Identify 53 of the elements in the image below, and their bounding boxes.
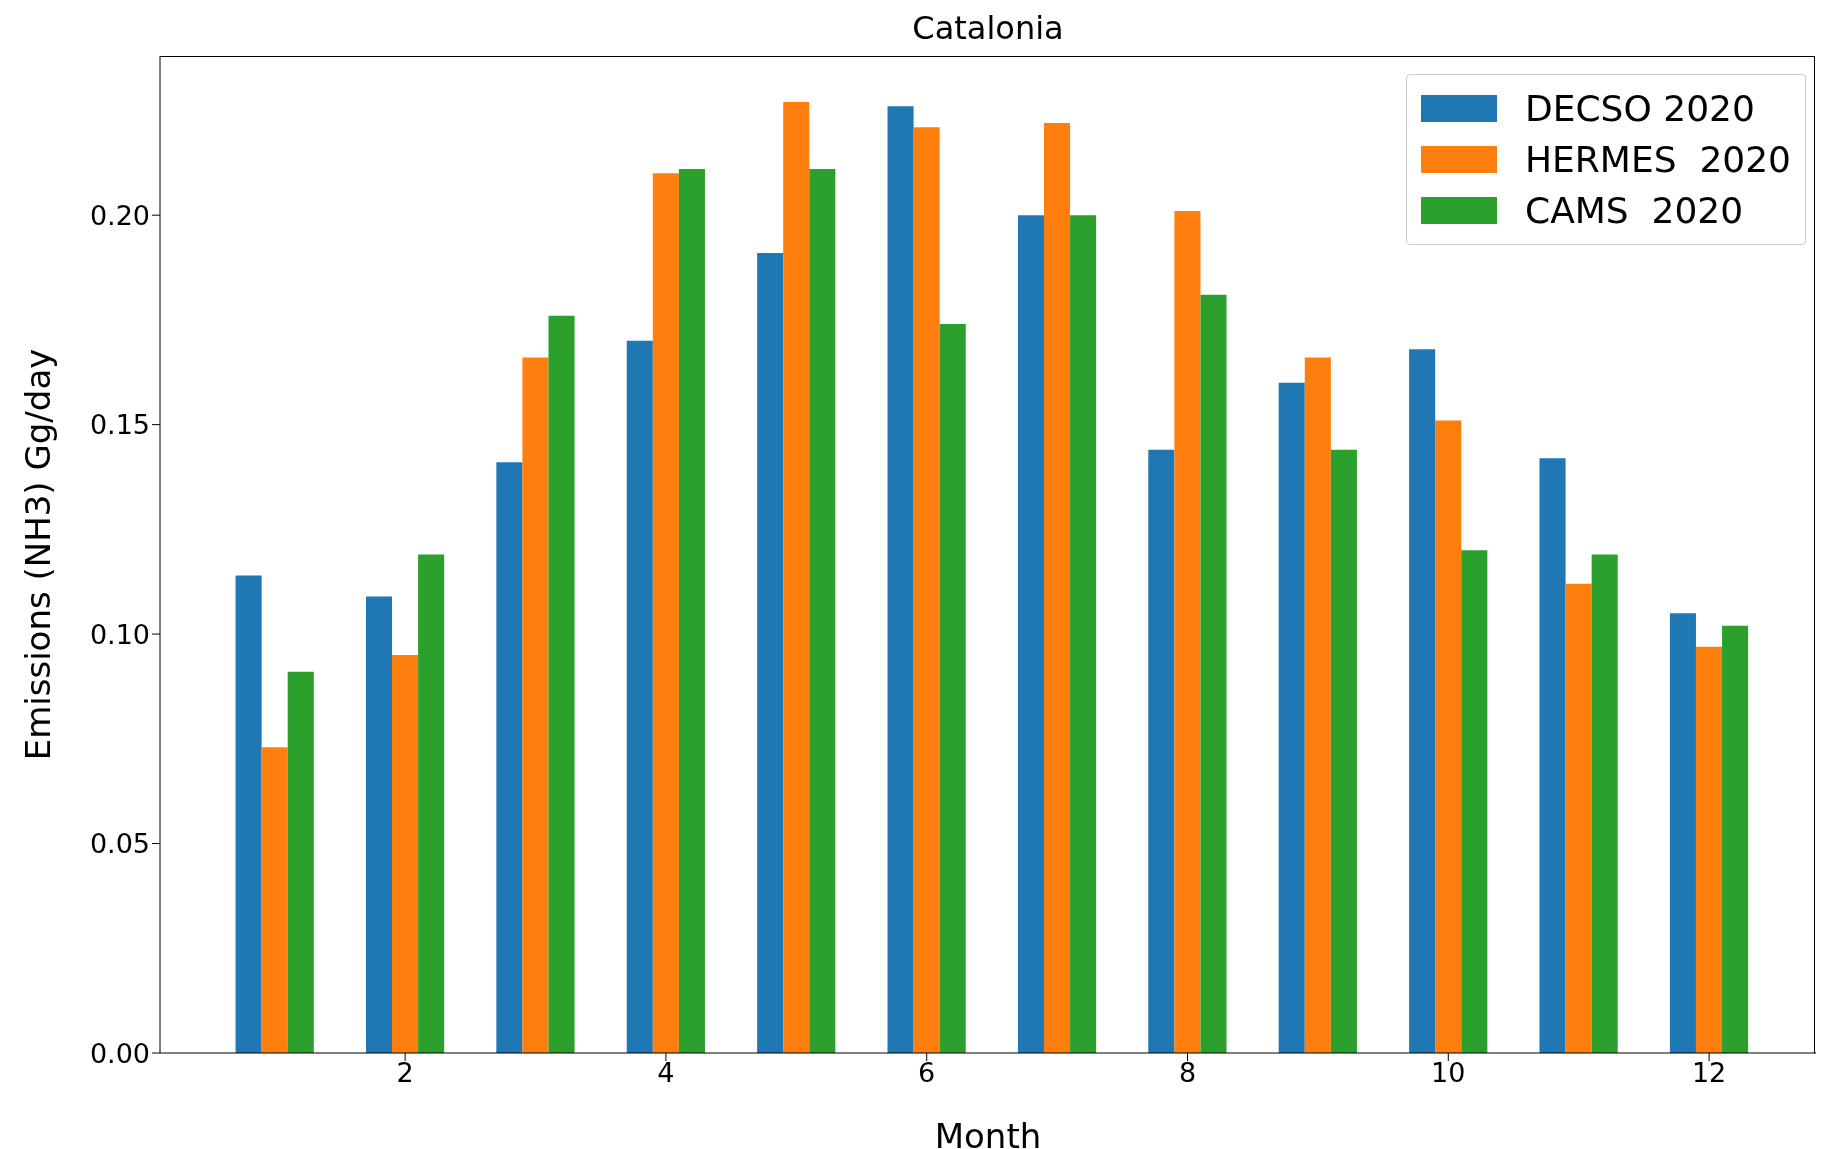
- y-tick-label: 0.20: [89, 199, 150, 231]
- bar: [1278, 382, 1305, 1053]
- bar: [939, 324, 966, 1053]
- y-tick-label: 0.10: [89, 618, 150, 650]
- bar: [1174, 211, 1201, 1053]
- x-tick-label: 8: [1178, 1057, 1197, 1089]
- bar: [678, 169, 705, 1053]
- bar: [1304, 357, 1331, 1053]
- bar: [1409, 349, 1436, 1053]
- bar: [1669, 613, 1696, 1053]
- y-tick-label: 0.00: [89, 1037, 150, 1069]
- bar: [1565, 583, 1592, 1053]
- bar: [418, 554, 445, 1053]
- bar: [1148, 449, 1175, 1053]
- x-tick-label: 10: [1431, 1057, 1466, 1089]
- bar: [913, 127, 940, 1053]
- y-axis-title: Emissions (NH3) Gg/day: [18, 348, 58, 761]
- bar: [1017, 215, 1044, 1053]
- bar: [235, 575, 262, 1053]
- legend-label: HERMES 2020: [1525, 139, 1791, 180]
- bar: [809, 169, 836, 1053]
- y-tick-label: 0.15: [89, 409, 150, 441]
- bar: [1200, 294, 1227, 1053]
- bar: [261, 747, 288, 1053]
- bar: [1695, 646, 1723, 1053]
- bar: [392, 655, 419, 1053]
- bar: [626, 340, 653, 1053]
- bar: [522, 357, 549, 1053]
- bar: [757, 252, 784, 1053]
- bar: [1591, 554, 1618, 1053]
- x-tick-label: 4: [657, 1057, 675, 1089]
- bar: [496, 462, 523, 1053]
- chart-title: Catalonia: [911, 8, 1065, 48]
- bar: [1043, 123, 1071, 1053]
- bar: [1330, 449, 1357, 1053]
- bar: [1070, 215, 1097, 1053]
- bar: [1722, 625, 1749, 1053]
- x-axis-title: Month: [934, 1116, 1042, 1149]
- bar: [652, 173, 679, 1053]
- bar: [287, 671, 314, 1053]
- x-tick-label: 6: [918, 1057, 936, 1089]
- bar: [1461, 550, 1488, 1053]
- legend-label: CAMS 2020: [1525, 190, 1744, 231]
- bar: [887, 106, 914, 1053]
- bar: [1539, 458, 1566, 1053]
- x-tick-label: 2: [396, 1057, 414, 1089]
- bar: [365, 596, 393, 1053]
- bar: [548, 315, 575, 1053]
- bar: [783, 102, 810, 1053]
- bar: [1435, 420, 1462, 1053]
- x-tick-label: 12: [1691, 1057, 1727, 1089]
- legend-label: DECSO 2020: [1525, 88, 1755, 129]
- y-tick-label: 0.05: [89, 828, 150, 860]
